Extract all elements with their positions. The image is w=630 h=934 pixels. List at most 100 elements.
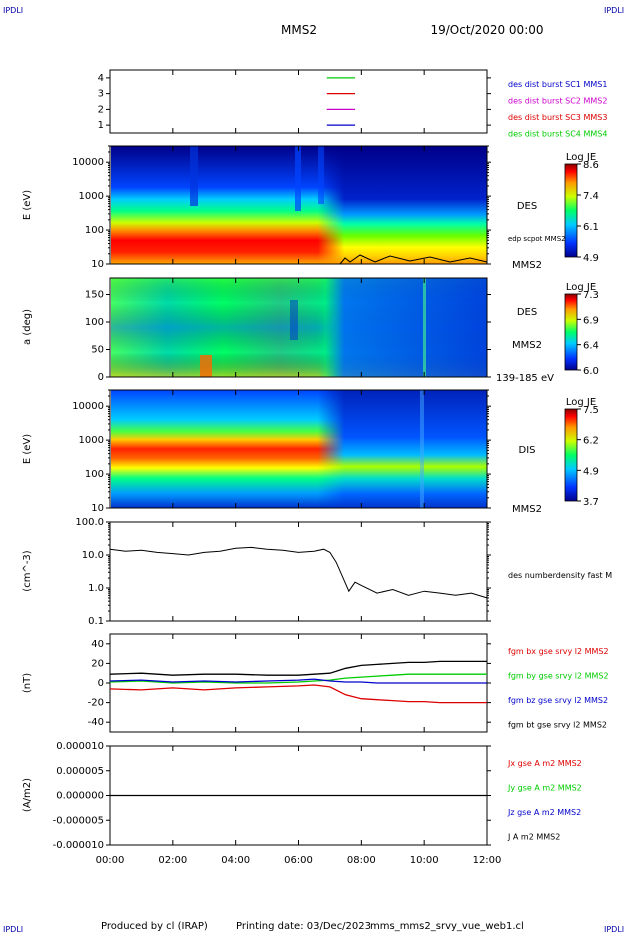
y-tick-label: 100 [85,469,104,480]
panel-des-pitch: 0 50 100 150 DES MMS2 139-185 eV Log JE7.3 6… [85,277,599,384]
y-tick-label: 3 [98,89,104,100]
y-tick-label: 0 [98,372,104,383]
density-line [109,546,488,599]
colorbar-tick-label: 6.4 [583,341,599,352]
x-tick-label: 10:00 [410,855,439,866]
colorbar-title: Log JE [566,282,596,293]
dis-energy-spectrogram-high [111,390,487,508]
panel-availability-frame [109,69,488,134]
des-energy-stripe [190,146,198,206]
y-axis-label: (A/m2) [22,778,33,812]
x-tick-label: 06:00 [284,855,313,866]
panel-magnetic-field: -40 -20 0 20 40 fgm bx gse srvy l2 MMS2 fgm b… [88,633,609,733]
des-energy-stripe [295,146,301,211]
des-pitch-spacecraft: MMS2 [512,340,542,351]
availability-legend-label: des dist burst SC1 MMS1 [508,80,607,89]
colorbar-tick-label: 6.2 [583,436,599,447]
colorbar-tick-label: 6.1 [583,222,599,233]
colorbar-tick-label: 3.7 [583,497,599,508]
footer-file-name: mms_mms2_srvy_vue_web1.cl [370,921,524,932]
panel-density-frame [109,521,488,622]
colorbar [564,408,578,502]
logo-right-top: IPDLI [604,6,624,15]
y-tick-label: -0.000010 [53,840,104,851]
footer-printing-date: Printing date: 03/Dec/2023 [236,921,371,932]
logo-left-bottom: IPDLI [3,925,23,934]
colorbar-tick-label: 8.6 [583,160,599,171]
panel-current-density: -0.000010 -0.000005 0.000000 0.000005 0.0000… [53,741,582,851]
current-density-legend-label: Jx gse A m2 MMS2 [507,759,582,768]
y-tick-label: 40 [91,639,104,650]
y-tick-label: 0.000005 [56,766,104,777]
y-tick-label: 0.1 [88,616,104,627]
x-tick-label: 02:00 [158,855,187,866]
y-tick-label: 1000 [79,435,104,446]
colorbar-tick-label: 6.0 [583,366,599,377]
des-pitch-stripe [290,300,298,340]
colorbar-tick-label: 6.9 [583,315,599,326]
availability-legend-label: des dist burst SC2 MMS2 [508,97,607,106]
colorbar-tick-label: 4.9 [583,466,599,477]
y-axis-label: E (eV) [22,434,33,464]
y-tick-label: 10000 [72,157,104,168]
y-tick-label: 20 [91,658,104,669]
colorbar-title: Log JE [566,397,596,408]
panel-availability: 1 2 3 4 des dist burst SC1 MMS1 des dist bur… [98,69,607,139]
y-tick-label: 150 [85,290,104,301]
colorbar-tick-label: 4.9 [583,253,599,264]
current-density-legend-label: Jy gse A m2 MMS2 [507,784,582,793]
y-axis-label: E (eV) [22,190,33,220]
density-legend-label: des numberdensity fast M [508,571,612,580]
des-energy-stripe [318,146,324,204]
availability-legend-label: des dist burst SC3 MMS3 [508,113,607,122]
y-tick-label: 0.000000 [56,791,104,802]
colorbar-tick-label: 7.3 [583,290,599,301]
panel-des-energy: 10 100 1000 10000 DES edp scpot MMS2 MMS2 L… [72,145,599,271]
des-pitch-hotspot [200,355,212,377]
logo-left-top: IPDLI [3,6,23,15]
date-title: 19/Oct/2020 00:00 [430,23,543,37]
y-tick-label: 10 [91,503,104,514]
y-tick-label: 50 [91,345,104,356]
magnetic-field-line [109,660,487,676]
des-pitch-instrument: DES [517,307,537,318]
panel-dis-energy: 10 100 1000 10000 DIS MMS2 Log JE7.5 6.2 4.9 3… [72,389,599,515]
panel-density: 0.1 1.0 10.0 100.0 des numberdensity fast M [75,517,612,627]
y-tick-label: 4 [98,73,104,84]
des-energy-spacecraft: MMS2 [512,260,542,271]
footer-produced-by: Produced by cl (IRAP) [101,921,208,932]
magnetic-field-line [109,684,487,704]
spacecraft-title: MMS2 [281,23,317,37]
colorbar [564,293,578,371]
colorbar-tick-label: 7.4 [583,191,599,202]
y-tick-label: 10000 [72,401,104,412]
logo-right-bottom: IPDLI [604,925,624,934]
y-tick-label: 100 [85,317,104,328]
x-tick-label: 08:00 [347,855,376,866]
y-tick-label: 1 [98,120,104,131]
y-tick-label: 0.000010 [56,741,104,752]
y-tick-label: 10 [91,259,104,270]
dis-energy-spacecraft: MMS2 [512,504,542,515]
magnetic-field-line [109,673,487,684]
magnetic-field-legend-label: fgm bx gse srvy l2 MMS2 [508,647,609,656]
y-tick-label: -0.000005 [53,815,104,826]
y-tick-label: 100.0 [75,517,104,528]
y-tick-label: -40 [88,717,104,728]
dis-energy-stripe [420,390,424,508]
scpot-overlay-line [339,254,488,265]
x-tick-label: 04:00 [221,855,250,866]
y-tick-label: 1000 [79,191,104,202]
des-pitch-stripe [423,278,426,377]
magnetic-field-legend-label: fgm bt gse srvy l2 MMS2 [508,721,607,730]
y-tick-label: 0 [98,678,104,689]
y-tick-label: 2 [98,104,104,115]
y-axis-label: (nT) [22,673,33,693]
dis-energy-instrument: DIS [519,445,536,456]
availability-legend-label: des dist burst SC4 MMS4 [508,130,607,139]
magnetic-field-legend-label: fgm by gse srvy l2 MMS2 [508,672,609,681]
time-axis: 00:00 02:00 04:00 06:00 08:00 10:00 12:00 [96,70,501,866]
y-tick-label: -20 [88,698,104,709]
current-density-legend-label: Jz gse A m2 MMS2 [507,808,581,817]
